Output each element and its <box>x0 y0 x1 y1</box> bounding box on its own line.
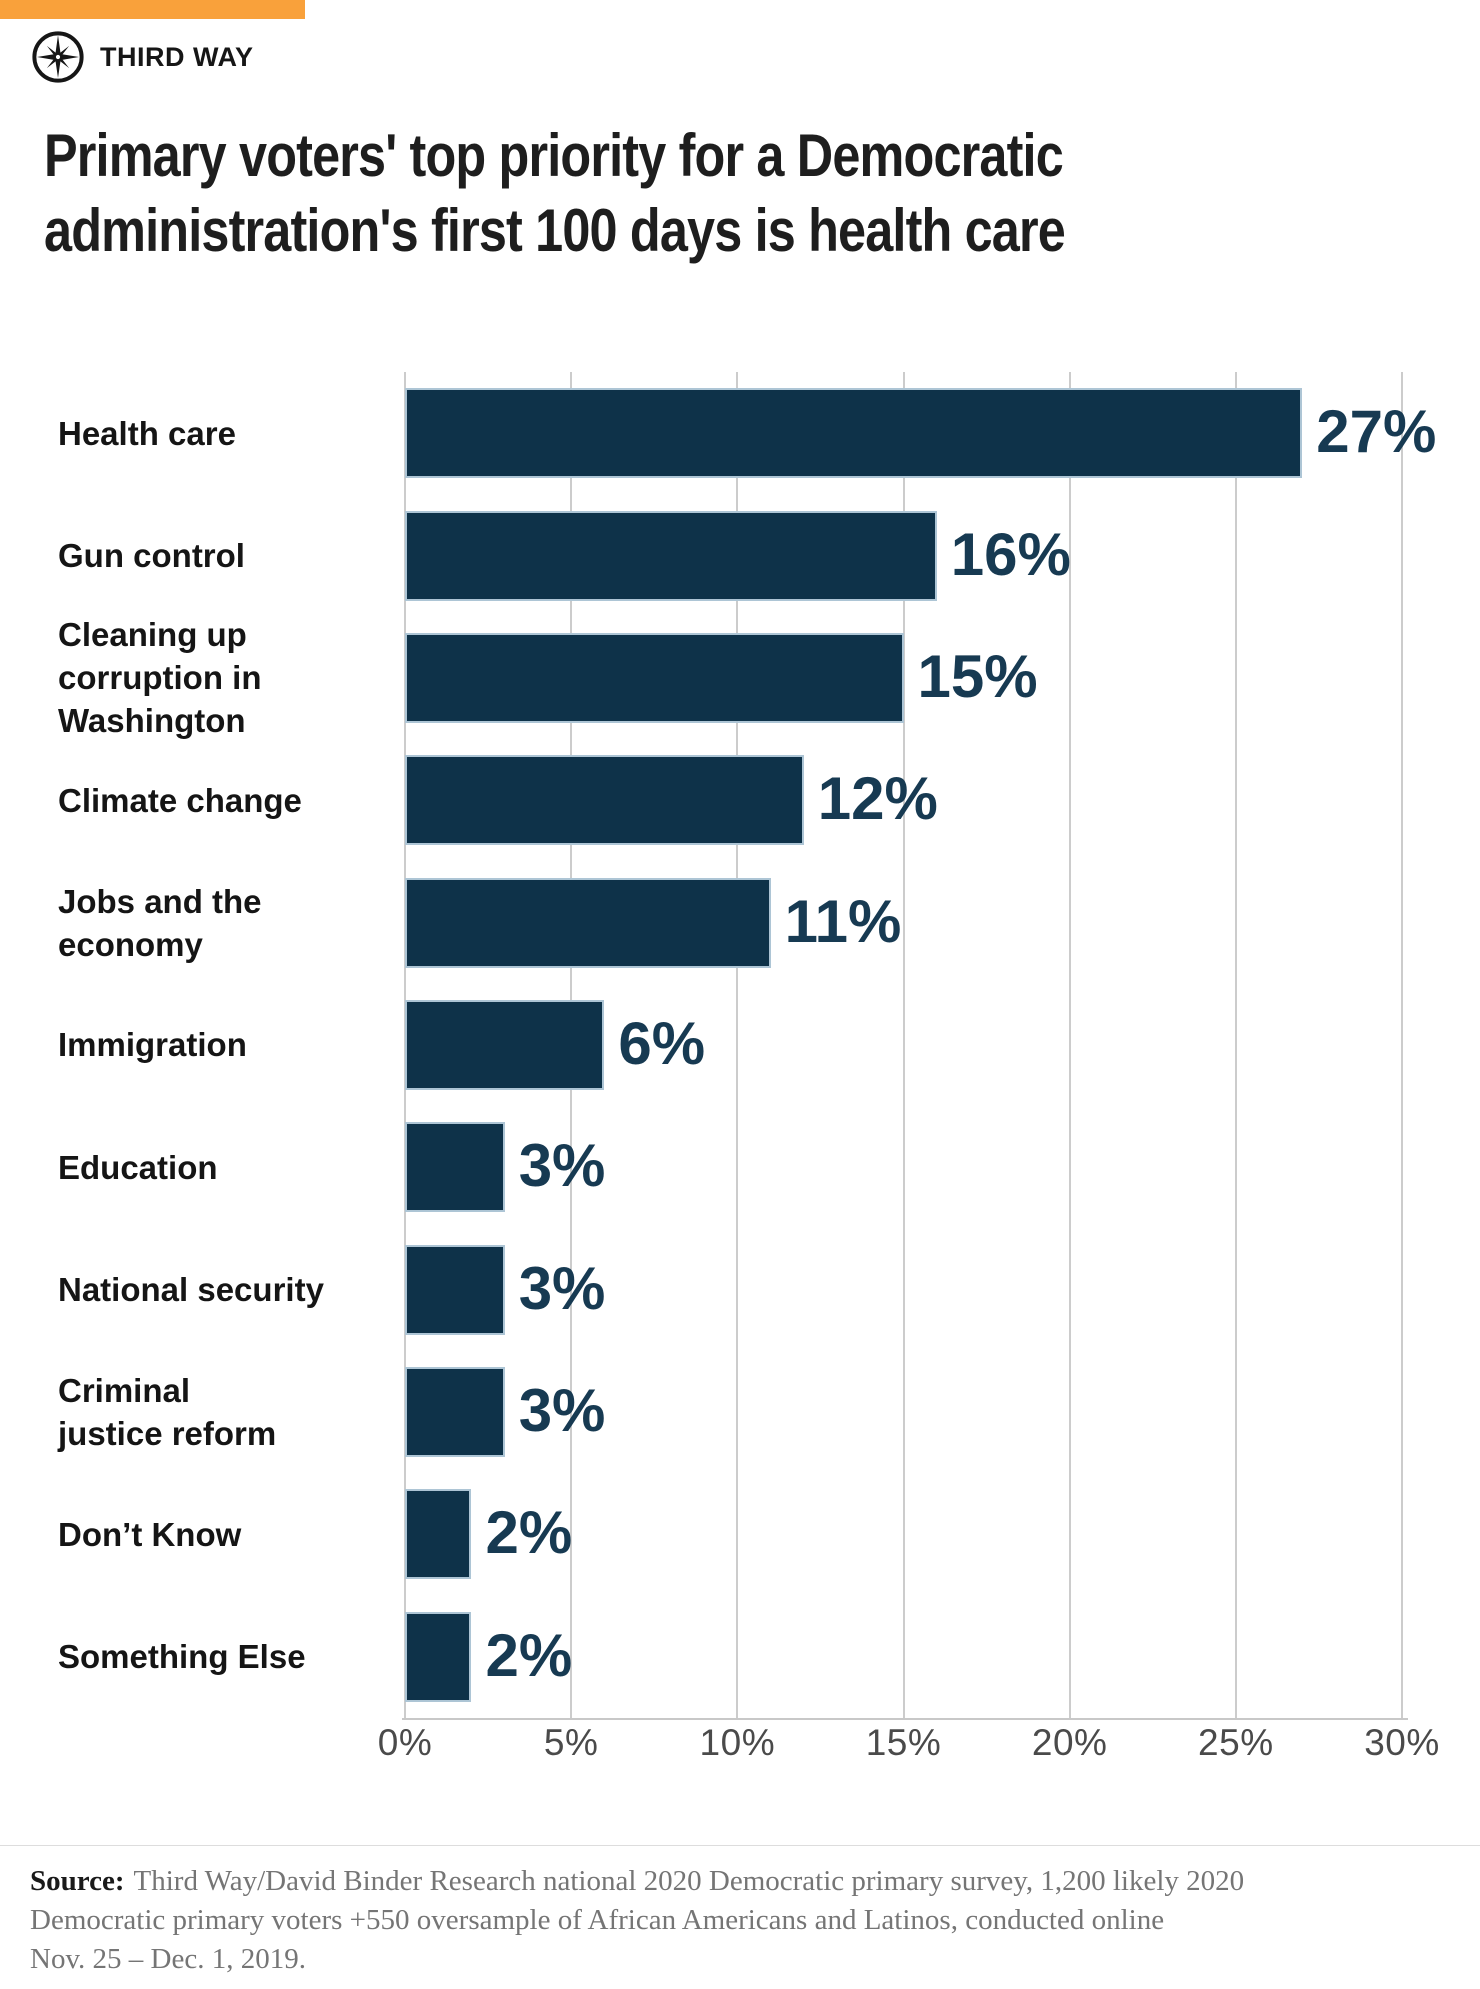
x-tick-label: 5% <box>543 1722 599 1763</box>
category-label: National security <box>58 1271 324 1309</box>
bar-jobs-and-the-economy <box>405 877 771 968</box>
gridline <box>1401 372 1403 1718</box>
category-label: Health care <box>58 414 236 452</box>
x-axis-line <box>402 1718 1408 1720</box>
category-label: Climate change <box>58 781 302 819</box>
x-tick-label: 10% <box>699 1722 776 1763</box>
orange-accent-bar <box>0 0 305 19</box>
source-note: Source: Third Way/David Binder Research n… <box>30 1862 1452 1979</box>
bar-national-security <box>405 1244 505 1335</box>
compass-star-icon <box>30 29 86 85</box>
category-label: Gun control <box>58 537 245 575</box>
x-tick-label: 0% <box>377 1722 433 1763</box>
bar-climate-change <box>405 755 804 846</box>
bar-value-label: 15% <box>917 642 1038 710</box>
bar-chart-plot-area: 27% 16% 15% 12% 11% 6% 3% 3% 3% 2% 2% <box>402 372 1436 1720</box>
gridline <box>1234 372 1237 1718</box>
bar-value-label: 16% <box>950 520 1071 588</box>
bar-education <box>405 1122 505 1213</box>
bar-criminal-justice-reform <box>405 1367 505 1458</box>
category-labels: Health care Gun control Cleaning up corrup… <box>58 372 403 1718</box>
bar-gun-control <box>405 510 937 601</box>
bar-something-else <box>405 1611 472 1702</box>
page-title: Primary voters' top priority for a Democ… <box>44 122 1066 264</box>
footer-divider-line <box>0 1845 1480 1846</box>
logo-text: THIRD WAY <box>100 41 254 72</box>
category-label: Education <box>58 1148 218 1186</box>
category-label: Jobs and the economy <box>58 882 262 963</box>
bar-value-label: 6% <box>618 1010 706 1077</box>
category-label: Immigration <box>58 1026 247 1064</box>
bar-value-label: 27% <box>1316 398 1437 466</box>
gridline <box>736 372 739 1718</box>
bar-value-label: 12% <box>817 765 938 833</box>
x-tick-label: 30% <box>1364 1722 1440 1763</box>
bar-value-label: 3% <box>518 1254 606 1322</box>
category-label: Something Else <box>58 1638 306 1676</box>
bar-value-label: 2% <box>485 1621 573 1689</box>
bar-value-label: 2% <box>485 1499 573 1567</box>
x-tick-label: 20% <box>1031 1722 1108 1763</box>
source-label: Source: <box>30 1865 125 1897</box>
bar-cleaning-up-corruption-in-washington <box>405 632 904 723</box>
bar-value-label: 3% <box>518 1132 606 1200</box>
bar-don-t-know <box>405 1489 472 1580</box>
category-label: Criminal justice reform <box>58 1372 277 1453</box>
x-tick-label: 25% <box>1198 1722 1274 1763</box>
gridline <box>902 372 905 1718</box>
bar-value-label: 11% <box>784 887 902 955</box>
gridline <box>1068 372 1071 1718</box>
source-text: Third Way/David Binder Research national… <box>30 1865 1245 1975</box>
category-label: Don’t Know <box>58 1515 242 1553</box>
category-label: Cleaning up corruption in Washington <box>58 616 262 740</box>
x-tick-label: 15% <box>865 1722 942 1763</box>
bar-health-care <box>405 388 1303 479</box>
third-way-logo: THIRD WAY <box>30 29 254 85</box>
x-axis-tick-labels: 0% 5% 10% 15% 20% 25% 30% <box>378 1722 1440 1772</box>
bar-value-label: 3% <box>518 1377 606 1445</box>
bar-immigration <box>405 1000 605 1090</box>
